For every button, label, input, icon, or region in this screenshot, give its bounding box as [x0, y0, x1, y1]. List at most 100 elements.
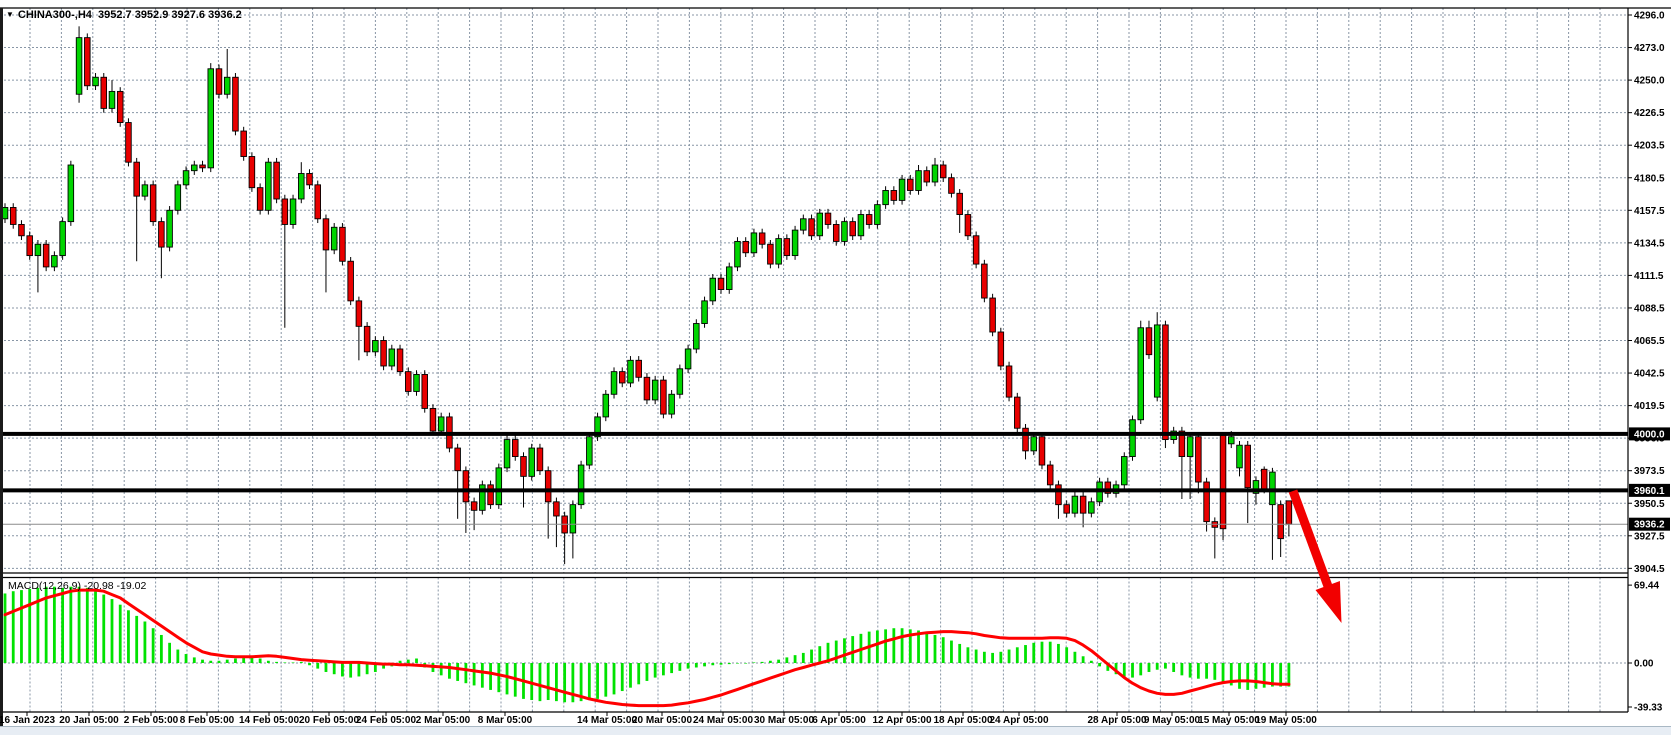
collapse-triangle-icon[interactable]: ▼ [6, 10, 14, 19]
arrow-head [1315, 580, 1342, 623]
time-axis-label: 24 Mar 05:00 [693, 715, 753, 726]
macd-histogram-bar [768, 660, 772, 663]
macd-histogram-bar [1122, 663, 1126, 677]
candle-body [405, 371, 412, 392]
candle-body [791, 229, 799, 257]
candle-body [199, 164, 206, 169]
macd-histogram-bar [69, 586, 73, 663]
candle-body [1285, 500, 1293, 525]
price-axis-label: 4296.0 [1634, 11, 1665, 22]
price-axis-label: 4088.5 [1634, 303, 1665, 314]
candle-body [116, 90, 124, 124]
current-price-badge: 3936.2 [1629, 517, 1670, 531]
candle-body [1079, 495, 1087, 514]
candle-body [429, 407, 437, 432]
macd-histogram-bar [234, 658, 237, 663]
price-axis-label: 4180.5 [1634, 173, 1665, 184]
macd-histogram-bar [497, 663, 501, 693]
candle-body [1203, 481, 1210, 523]
macd-histogram-bar [991, 652, 994, 663]
macd-histogram-bar [826, 642, 830, 663]
candle-body [347, 260, 354, 302]
macd-histogram-bar [1065, 647, 1069, 663]
macd-histogram-bar [760, 661, 764, 663]
time-axis-label: 19 May 05:00 [1255, 715, 1317, 726]
candle-body [256, 187, 264, 211]
time-axis-label: 18 Apr 05:00 [933, 715, 993, 726]
macd-histogram-bar [258, 658, 262, 663]
candle-body [627, 359, 634, 384]
candle-body [75, 37, 83, 95]
macd-histogram-bar [900, 628, 904, 663]
macd-axis-label: 69.44 [1634, 581, 1659, 592]
candle-body [1186, 436, 1194, 457]
window-left-border [0, 8, 3, 727]
candle-body [92, 76, 99, 87]
candle-body [59, 221, 66, 257]
candle-body [26, 235, 33, 257]
macd-histogram-bar [1172, 663, 1176, 672]
candle-body [1, 207, 9, 220]
candle-body [413, 374, 420, 392]
candle-body [18, 223, 25, 237]
candle-body [512, 439, 519, 457]
level-price-badge-text: 4000.0 [1634, 429, 1665, 440]
support-resistance-line[interactable] [0, 488, 1628, 493]
sell-arrow-annotation[interactable] [1288, 489, 1342, 623]
macd-histogram-bar [398, 660, 402, 663]
candle-body [388, 348, 396, 367]
candle-body [298, 173, 305, 200]
support-resistance-line[interactable] [0, 431, 1628, 436]
candle-body [651, 379, 659, 401]
macd-histogram-bar [1073, 651, 1077, 663]
candle-body [1219, 434, 1227, 530]
candle-body [528, 447, 535, 477]
candle-body [824, 212, 832, 225]
macd-histogram-bar [3, 593, 7, 663]
time-axis-label: 30 Mar 05:00 [754, 715, 814, 726]
candle-body [989, 297, 996, 333]
candle-body [841, 221, 848, 242]
macd-histogram-bar [448, 663, 451, 679]
candle-body [635, 359, 642, 378]
candle-body [330, 226, 338, 251]
candle-body [1129, 419, 1136, 457]
candle-body [1104, 481, 1112, 494]
candle-body [923, 170, 931, 183]
candle-body [306, 173, 313, 186]
macd-histogram-bar [283, 662, 287, 663]
time-axis-label: 24 Feb 05:00 [356, 715, 416, 726]
macd-histogram-bar [925, 632, 929, 663]
candle-body [1063, 504, 1070, 514]
level-price-badge-box [1629, 483, 1670, 497]
candle-body [544, 470, 552, 503]
candle-body [709, 277, 717, 302]
candle-body [437, 416, 445, 432]
macd-histogram-bar [1081, 656, 1085, 663]
macd-histogram-bar [612, 663, 616, 695]
macd-histogram-bar [629, 663, 632, 688]
candle-body [1252, 480, 1260, 494]
candle-body [750, 232, 758, 254]
candle-body [1121, 456, 1128, 486]
candle-body [223, 76, 231, 95]
macd-histogram-bar [645, 663, 649, 681]
candle-body [1014, 396, 1021, 429]
candle-body [1046, 464, 1054, 486]
candlestick-series [1, 26, 1293, 565]
candle-body [207, 68, 214, 169]
macd-histogram-bar [489, 663, 492, 690]
macd-histogram-bar [703, 663, 706, 667]
level-price-badge: 3960.1 [1629, 483, 1670, 497]
candle-body [314, 184, 321, 220]
candle-body [676, 368, 684, 395]
time-axis-label: 8 Feb 05:00 [180, 715, 235, 726]
macd-histogram-bar [1254, 663, 1258, 689]
macd-histogram-bar [308, 663, 311, 666]
macd-histogram-bar [217, 660, 221, 663]
macd-histogram-bar [1238, 663, 1241, 689]
macd-histogram-bar [349, 663, 353, 678]
macd-histogram-bar [1180, 663, 1184, 676]
macd-histogram-bar [275, 661, 278, 663]
